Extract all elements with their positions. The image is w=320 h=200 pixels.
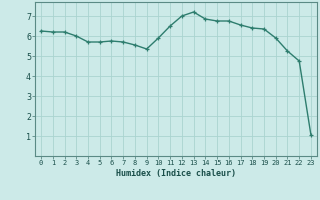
X-axis label: Humidex (Indice chaleur): Humidex (Indice chaleur) [116,169,236,178]
